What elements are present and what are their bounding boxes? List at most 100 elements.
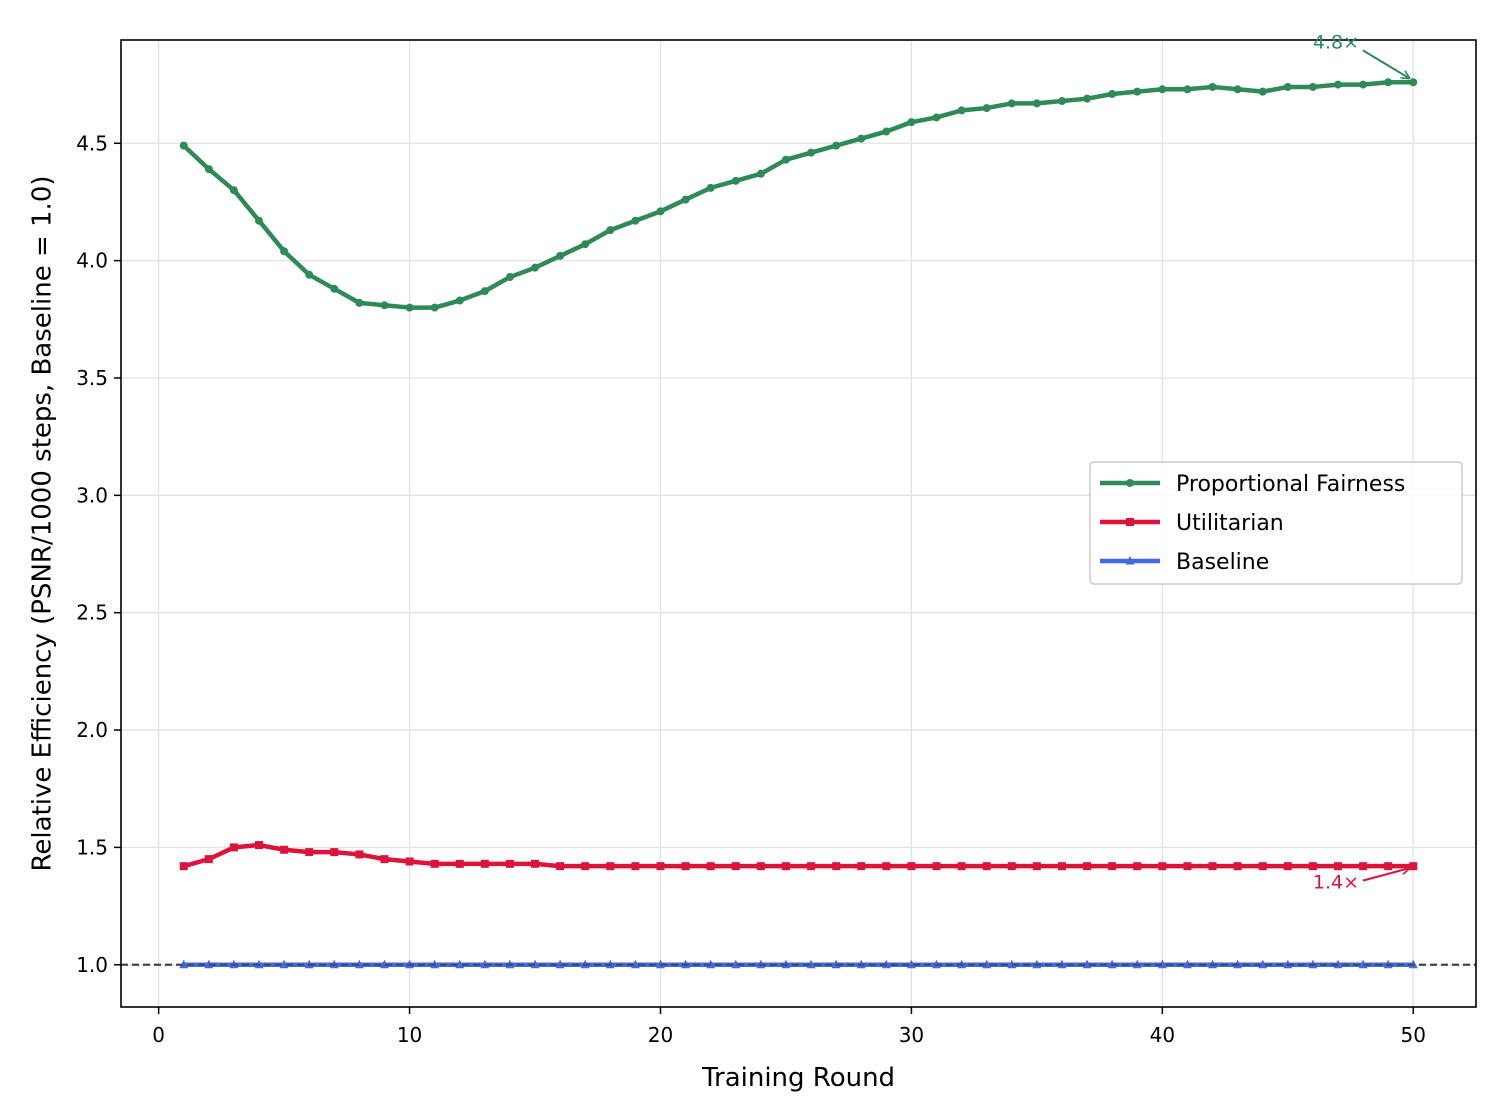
data-point bbox=[1083, 94, 1092, 103]
data-point bbox=[882, 862, 891, 871]
data-point bbox=[1057, 862, 1066, 871]
data-point bbox=[279, 959, 289, 969]
data-point bbox=[706, 183, 715, 192]
data-point bbox=[555, 959, 565, 969]
series-layer bbox=[121, 78, 1476, 969]
data-point bbox=[280, 247, 289, 256]
x-axis-title: Training Round bbox=[701, 1063, 895, 1093]
data-point bbox=[531, 263, 540, 272]
data-point bbox=[1409, 862, 1418, 871]
data-point bbox=[1007, 862, 1016, 871]
data-point bbox=[731, 862, 740, 871]
data-point bbox=[1208, 862, 1217, 871]
data-point bbox=[455, 296, 464, 305]
legend-label: Proportional Fairness bbox=[1176, 472, 1405, 497]
series-proportional-fairness bbox=[179, 78, 1418, 312]
data-point bbox=[505, 273, 514, 282]
data-point bbox=[1133, 862, 1142, 871]
data-point bbox=[380, 855, 389, 864]
data-point bbox=[204, 855, 213, 864]
legend-marker bbox=[1126, 479, 1134, 487]
data-point bbox=[706, 862, 715, 871]
data-point bbox=[756, 862, 765, 871]
data-point bbox=[430, 303, 439, 312]
data-point bbox=[1007, 99, 1016, 108]
data-point bbox=[832, 141, 841, 150]
x-tick-label: 50 bbox=[1401, 1023, 1426, 1047]
data-point bbox=[581, 862, 590, 871]
plot-frame bbox=[120, 39, 1477, 1008]
data-point bbox=[1308, 82, 1317, 91]
data-point bbox=[455, 859, 464, 868]
data-point bbox=[1333, 862, 1342, 871]
data-point bbox=[656, 862, 665, 871]
data-point bbox=[405, 857, 414, 866]
y-tick-label: 1.5 bbox=[76, 835, 108, 859]
data-point bbox=[405, 303, 414, 312]
data-point bbox=[1359, 862, 1368, 871]
data-point bbox=[480, 859, 489, 868]
data-point bbox=[1082, 959, 1092, 969]
data-point bbox=[907, 118, 916, 127]
data-point bbox=[1358, 959, 1368, 969]
y-tick-label: 1.0 bbox=[76, 953, 108, 977]
data-point bbox=[355, 850, 364, 859]
data-point bbox=[1032, 99, 1041, 108]
data-point bbox=[681, 195, 690, 204]
data-point bbox=[179, 959, 189, 969]
data-point bbox=[957, 106, 966, 115]
annotation-label: 1.4× bbox=[1313, 872, 1359, 894]
data-point bbox=[229, 843, 238, 852]
data-point bbox=[1032, 862, 1041, 871]
data-point bbox=[781, 155, 790, 164]
data-point bbox=[1384, 78, 1393, 87]
data-point bbox=[781, 862, 790, 871]
data-point bbox=[756, 169, 765, 178]
data-point bbox=[455, 959, 465, 969]
data-point bbox=[807, 148, 816, 157]
y-tick-label: 4.5 bbox=[76, 131, 108, 155]
data-point bbox=[1233, 862, 1242, 871]
annotation-label: 4.8× bbox=[1313, 31, 1359, 53]
data-point bbox=[1283, 862, 1292, 871]
legend-label: Baseline bbox=[1176, 550, 1269, 575]
data-point bbox=[255, 216, 264, 225]
data-point bbox=[1258, 862, 1267, 871]
y-tick-label: 3.0 bbox=[76, 483, 108, 507]
data-point bbox=[1158, 862, 1167, 871]
data-point bbox=[305, 848, 314, 857]
data-point bbox=[1182, 959, 1192, 969]
data-point bbox=[1083, 862, 1092, 871]
y-tick-label: 2.0 bbox=[76, 718, 108, 742]
data-point bbox=[430, 859, 439, 868]
data-point bbox=[1233, 85, 1242, 94]
annotation-arrow bbox=[1362, 868, 1409, 882]
data-point bbox=[1057, 97, 1066, 106]
x-tick-label: 20 bbox=[648, 1023, 673, 1047]
legend-marker bbox=[1126, 518, 1134, 526]
x-tick-label: 10 bbox=[397, 1023, 422, 1047]
data-point bbox=[807, 862, 816, 871]
data-point bbox=[255, 841, 264, 850]
legend: Proportional Fairness Utilitarian Baseline bbox=[1089, 461, 1463, 585]
data-point bbox=[1258, 87, 1267, 96]
data-point bbox=[1157, 959, 1167, 969]
data-point bbox=[982, 959, 992, 969]
data-point bbox=[606, 862, 615, 871]
annotations: 4.8× 1.4× bbox=[1313, 31, 1409, 894]
data-point bbox=[1208, 82, 1217, 91]
legend-entry: Proportional Fairness bbox=[1100, 472, 1405, 497]
data-point bbox=[806, 959, 816, 969]
legend-box bbox=[1089, 461, 1463, 585]
data-point bbox=[330, 284, 339, 293]
y-tick-label: 2.5 bbox=[76, 601, 108, 625]
data-point bbox=[631, 862, 640, 871]
data-point bbox=[1359, 80, 1368, 89]
data-point bbox=[380, 301, 389, 310]
data-point bbox=[556, 251, 565, 260]
data-point bbox=[1133, 87, 1142, 96]
data-point bbox=[1183, 862, 1192, 871]
data-point bbox=[480, 287, 489, 296]
data-point bbox=[1308, 862, 1317, 871]
data-point bbox=[581, 240, 590, 249]
